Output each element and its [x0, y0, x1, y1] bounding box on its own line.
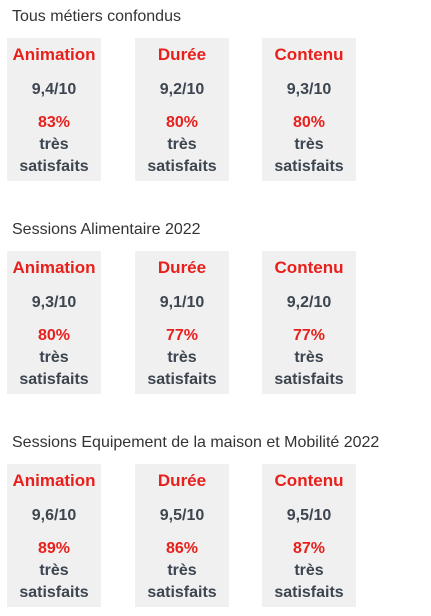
card-satisfaction-line1: très: [294, 562, 324, 579]
card-satisfaction-line2: satisfaits: [274, 371, 344, 388]
card-title: Contenu: [274, 471, 344, 490]
card-duree: Durée 9,1/10 77% très satisfaits: [135, 251, 229, 394]
card-percentage: 77%: [292, 327, 326, 344]
card-animation: Animation 9,6/10 89% très satisfaits: [7, 464, 101, 607]
card-percentage: 80%: [37, 327, 71, 344]
card-title: Contenu: [274, 45, 344, 64]
card-satisfaction-label: très satisfaits: [1, 560, 107, 604]
card-satisfaction-line1: très: [167, 562, 197, 579]
card-satisfaction-line1: très: [39, 349, 69, 366]
card-duree: Durée 9,2/10 80% très satisfaits: [135, 38, 229, 181]
card-contenu: Contenu 9,5/10 87% très satisfaits: [262, 464, 356, 607]
card-percentage: 80%: [165, 114, 199, 131]
card-satisfaction-line2: satisfaits: [147, 371, 217, 388]
card-title: Durée: [157, 258, 207, 277]
card-satisfaction-line1: très: [294, 349, 324, 366]
card-satisfaction-label: très satisfaits: [129, 347, 235, 391]
card-animation: Animation 9,4/10 83% très satisfaits: [7, 38, 101, 181]
section-title: Sessions Equipement de la maison et Mobi…: [12, 434, 380, 451]
card-score: 9,5/10: [159, 507, 205, 524]
card-score: 9,6/10: [31, 507, 77, 524]
card-contenu: Contenu 9,3/10 80% très satisfaits: [262, 38, 356, 181]
card-satisfaction-label: très satisfaits: [129, 560, 235, 604]
card-satisfaction-line2: satisfaits: [274, 158, 344, 175]
card-satisfaction-line2: satisfaits: [19, 158, 89, 175]
section-equipement-maison-mobilite-2022: Sessions Equipement de la maison et Mobi…: [0, 434, 431, 609]
card-duree: Durée 9,5/10 86% très satisfaits: [135, 464, 229, 607]
card-satisfaction-label: très satisfaits: [256, 347, 362, 391]
card-percentage: 87%: [292, 540, 326, 557]
section-title: Sessions Alimentaire 2022: [12, 221, 201, 238]
card-satisfaction-line1: très: [39, 136, 69, 153]
card-satisfaction-line1: très: [167, 136, 197, 153]
section-title: Tous métiers confondus: [12, 8, 181, 25]
card-satisfaction-label: très satisfaits: [129, 134, 235, 178]
card-satisfaction-line1: très: [39, 562, 69, 579]
card-satisfaction-label: très satisfaits: [256, 560, 362, 604]
card-score: 9,5/10: [286, 507, 332, 524]
card-satisfaction-line1: très: [167, 349, 197, 366]
card-title: Durée: [157, 471, 207, 490]
card-percentage: 89%: [37, 540, 71, 557]
card-title: Contenu: [274, 258, 344, 277]
card-percentage: 83%: [37, 114, 71, 131]
card-score: 9,1/10: [159, 294, 205, 311]
card-score: 9,3/10: [286, 81, 332, 98]
card-contenu: Contenu 9,2/10 77% très satisfaits: [262, 251, 356, 394]
card-satisfaction-line2: satisfaits: [274, 584, 344, 601]
card-title: Animation: [12, 471, 96, 490]
card-satisfaction-label: très satisfaits: [256, 134, 362, 178]
card-satisfaction-line1: très: [294, 136, 324, 153]
card-score: 9,4/10: [31, 81, 77, 98]
card-title: Animation: [12, 258, 96, 277]
card-percentage: 86%: [165, 540, 199, 557]
card-animation: Animation 9,3/10 80% très satisfaits: [7, 251, 101, 394]
section-alimentaire-2022: Sessions Alimentaire 2022 Animation 9,3/…: [0, 221, 431, 396]
card-satisfaction-line2: satisfaits: [147, 158, 217, 175]
card-satisfaction-line2: satisfaits: [19, 371, 89, 388]
card-satisfaction-label: très satisfaits: [1, 347, 107, 391]
card-satisfaction-label: très satisfaits: [1, 134, 107, 178]
card-title: Durée: [157, 45, 207, 64]
card-satisfaction-line2: satisfaits: [19, 584, 89, 601]
card-score: 9,2/10: [159, 81, 205, 98]
card-satisfaction-line2: satisfaits: [147, 584, 217, 601]
card-percentage: 80%: [292, 114, 326, 131]
card-score: 9,3/10: [31, 294, 77, 311]
card-score: 9,2/10: [286, 294, 332, 311]
section-tous-metiers: Tous métiers confondus Animation 9,4/10 …: [0, 8, 431, 183]
card-title: Animation: [12, 45, 96, 64]
card-percentage: 77%: [165, 327, 199, 344]
